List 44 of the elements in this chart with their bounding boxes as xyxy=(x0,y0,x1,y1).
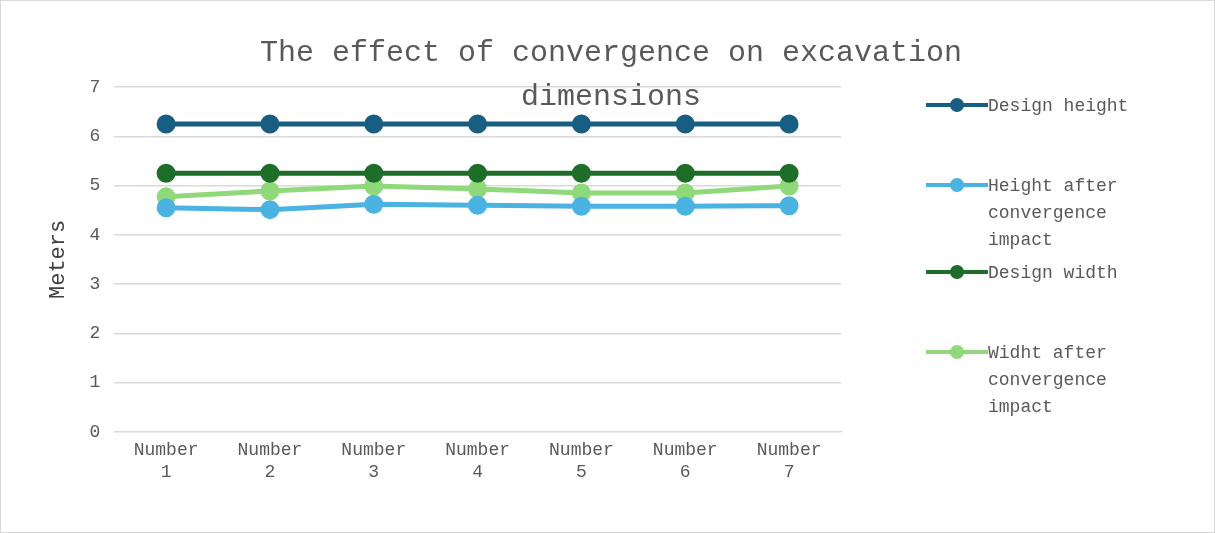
x-tick-label: Number 6 xyxy=(652,440,718,482)
legend-label: Height after convergence impact xyxy=(988,175,1119,252)
y-tick-label: 4 xyxy=(89,224,101,245)
y-axis-title: Meters xyxy=(46,219,72,300)
x-tick-label: Number 5 xyxy=(549,440,614,482)
legend-label: Design height xyxy=(988,95,1130,118)
y-tick-label: 5 xyxy=(89,175,101,196)
x-tick-label: Number 4 xyxy=(445,440,511,482)
point xyxy=(468,114,488,134)
y-tick-label: 7 xyxy=(89,76,101,97)
point xyxy=(260,200,280,220)
y-tick-label: 2 xyxy=(89,323,101,344)
y-tick-label: 1 xyxy=(89,372,101,393)
y-tick-label: 6 xyxy=(89,126,101,147)
y-tick-label: 0 xyxy=(89,421,101,442)
legend-label: Widht after convergence impact xyxy=(988,342,1108,419)
point xyxy=(675,163,695,183)
point xyxy=(156,198,176,218)
point xyxy=(260,114,280,134)
point xyxy=(468,163,488,183)
y-tick-label: 3 xyxy=(89,273,101,294)
point xyxy=(571,114,591,134)
point xyxy=(364,194,384,214)
point xyxy=(156,163,176,183)
point xyxy=(260,181,280,201)
point xyxy=(675,196,695,216)
point xyxy=(468,179,488,199)
point xyxy=(156,114,176,134)
x-tick-label: Number 1 xyxy=(133,440,199,482)
point xyxy=(571,163,591,183)
point xyxy=(364,114,384,134)
point xyxy=(779,114,799,134)
point xyxy=(260,163,280,183)
point xyxy=(675,114,695,134)
x-tick-label: Number 7 xyxy=(756,440,822,482)
x-tick-label: Number 3 xyxy=(341,440,407,482)
legend-label: Design width xyxy=(988,262,1119,285)
point xyxy=(468,195,488,215)
point xyxy=(571,196,591,216)
point xyxy=(364,163,384,183)
chart-title: The effect of convergence on excavation dimensions xyxy=(259,36,963,114)
point xyxy=(779,163,799,183)
x-tick-label: Number 2 xyxy=(237,440,303,482)
point xyxy=(779,196,799,216)
